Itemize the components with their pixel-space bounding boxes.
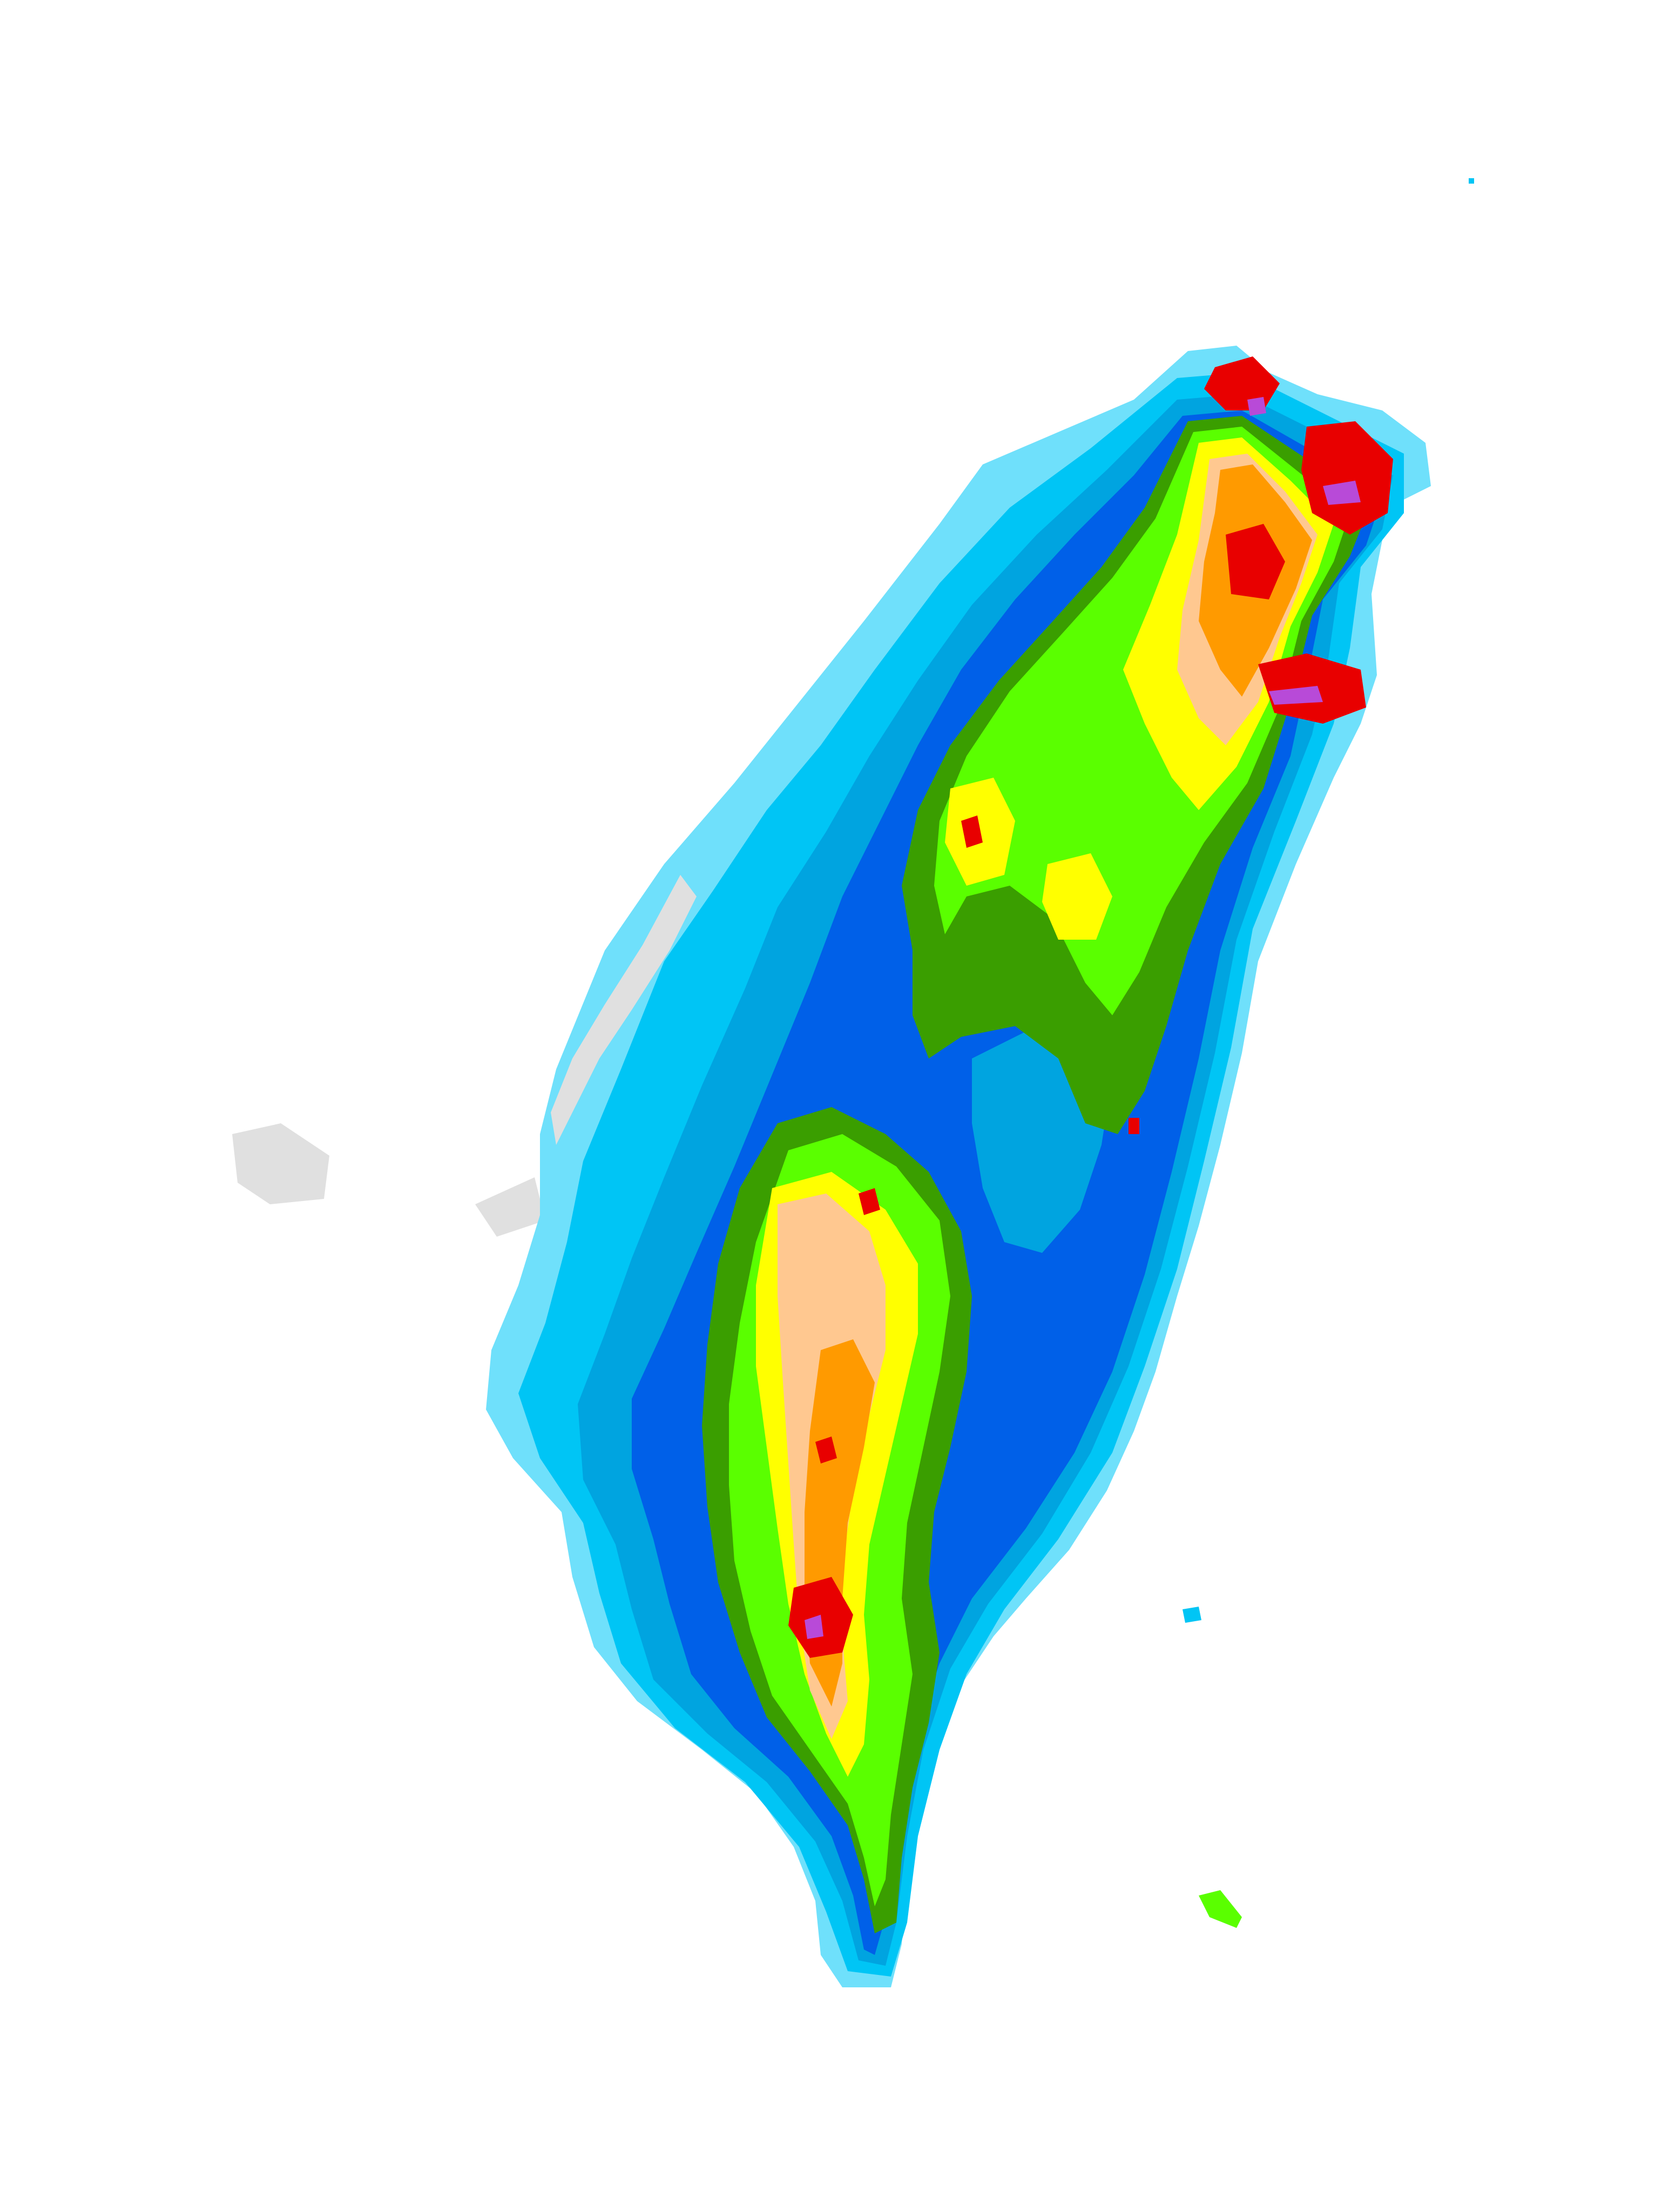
contour-level-10 — [815, 1437, 837, 1464]
contour-level-12 — [1323, 481, 1361, 505]
offshore-gray-patch — [475, 1177, 545, 1237]
contour-level-10 — [1226, 524, 1285, 599]
contour-level-12 — [805, 1615, 823, 1639]
offshore-gray-patch — [232, 1123, 329, 1204]
contour-level-10 — [1301, 421, 1393, 535]
offshore-islet — [1199, 1890, 1242, 1928]
offshore-islet — [1183, 1607, 1201, 1623]
contour-level-10 — [1204, 356, 1280, 410]
contour-layers — [232, 178, 1474, 1987]
contour-level-10 — [961, 815, 983, 848]
contour-level-10 — [1129, 1118, 1139, 1134]
contour-level-10 — [859, 1188, 880, 1215]
contour-level-12 — [1247, 397, 1266, 416]
offshore-islet — [1469, 178, 1474, 184]
contour-level-7-patch — [1042, 853, 1112, 940]
contour-level-12 — [1269, 686, 1323, 705]
coastal-gray-strip — [551, 875, 697, 1145]
